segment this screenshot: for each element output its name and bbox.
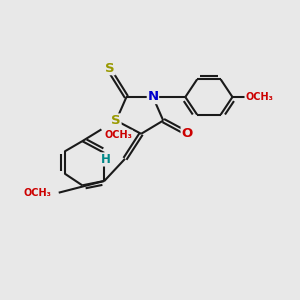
Text: O: O — [181, 127, 192, 140]
Text: OCH₃: OCH₃ — [245, 92, 273, 102]
Text: N: N — [147, 91, 158, 103]
Text: S: S — [105, 61, 115, 75]
Text: OCH₃: OCH₃ — [104, 130, 132, 140]
Text: H: H — [101, 153, 111, 166]
Text: S: S — [111, 114, 121, 127]
Text: OCH₃: OCH₃ — [23, 188, 51, 198]
